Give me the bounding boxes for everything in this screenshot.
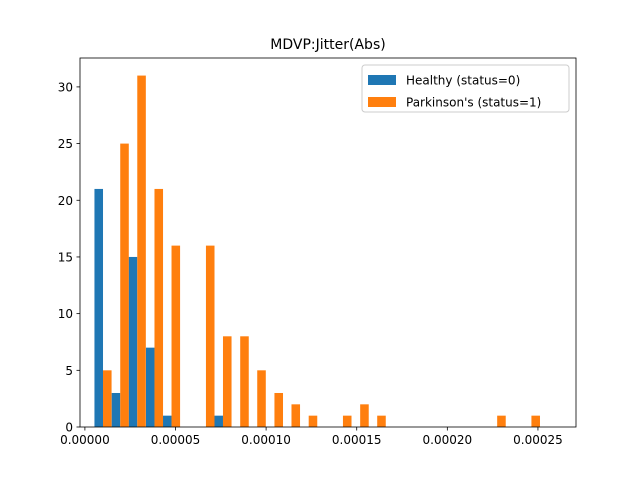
y-tick-label: 25: [58, 137, 73, 151]
bar-parkinsons-4: [171, 245, 181, 427]
legend-swatch-parkinsons: [368, 97, 396, 107]
bar-parkinsons-8: [240, 336, 249, 427]
x-tick-label: 0.00015: [332, 433, 382, 447]
bar-parkinsons-0: [103, 370, 112, 427]
bar-healthy-0: [94, 188, 104, 427]
y-tick-label: 5: [65, 364, 73, 378]
bar-parkinsons-14: [342, 415, 352, 427]
bar-parkinsons-25: [531, 415, 540, 427]
bar-healthy-4: [162, 415, 172, 427]
chart-title: MDVP:Jitter(Abs): [270, 37, 385, 53]
x-tick-label: 0.00025: [513, 433, 563, 447]
bar-parkinsons-1: [120, 143, 129, 427]
bar-parkinsons-11: [291, 404, 301, 427]
bar-healthy-7: [214, 415, 223, 427]
legend-label-parkinsons: Parkinson's (status=1): [406, 96, 541, 110]
x-tick-label: 0.00005: [151, 433, 201, 447]
bar-healthy-3: [145, 347, 155, 427]
legend-box: [361, 64, 570, 113]
bar-parkinsons-3: [154, 188, 164, 427]
bar-parkinsons-15: [360, 404, 369, 427]
bars-layer: [94, 75, 540, 427]
bar-parkinsons-12: [308, 415, 318, 427]
y-tick-label: 0: [65, 421, 73, 435]
y-tick-label: 10: [58, 307, 73, 321]
bar-parkinsons-6: [205, 245, 215, 427]
legend: Healthy (status=0) Parkinson's (status=1): [361, 64, 570, 113]
bar-healthy-2: [128, 256, 138, 427]
x-tick-label: 0.00010: [241, 433, 291, 447]
bar-parkinsons-23: [497, 415, 506, 427]
bar-parkinsons-16: [377, 415, 386, 427]
x-tick-label: 0.00000: [60, 433, 110, 447]
bar-healthy-1: [111, 392, 121, 427]
bar-parkinsons-10: [274, 392, 284, 427]
bar-parkinsons-2: [137, 75, 146, 427]
y-tick-label: 20: [58, 194, 73, 208]
legend-label-healthy: Healthy (status=0): [406, 74, 520, 88]
legend-swatch-healthy: [368, 75, 396, 85]
x-tick-label: 0.00020: [423, 433, 473, 447]
axes-layer: 0.00000 0.00005 0.00010 0.00015 0.00020 0.000…: [58, 57, 577, 447]
bar-parkinsons-9: [257, 370, 266, 427]
y-tick-label: 30: [58, 80, 73, 94]
bar-parkinsons-7: [222, 336, 232, 427]
plot-frame: [79, 57, 577, 428]
y-tick-label: 15: [58, 250, 73, 264]
